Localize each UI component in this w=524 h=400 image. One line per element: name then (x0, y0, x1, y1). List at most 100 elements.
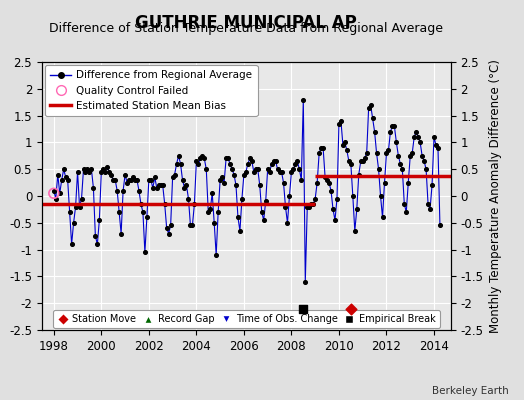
Point (430, 134, 438, 140)
Point (230, 171, 238, 178)
Text: GUTHRIE MUNICIPAL AP: GUTHRIE MUNICIPAL AP (135, 14, 357, 32)
Point (420, 158, 428, 164)
Point (194, 161, 203, 167)
Point (347, 305, 355, 312)
Point (274, 166, 282, 172)
Point (295, 166, 303, 172)
Point (60, 166, 68, 172)
Point (210, 220, 219, 226)
Point (97, 169, 105, 175)
Point (147, 177, 155, 183)
Point (254, 166, 262, 172)
Point (105, 169, 113, 175)
Point (184, 196, 193, 202)
Point (358, 158, 367, 164)
Point (383, 150, 391, 156)
Point (133, 177, 141, 183)
Point (384, 147, 392, 154)
Point (307, 201, 315, 207)
Point (109, 177, 117, 183)
Point (71, 204, 80, 210)
Point (234, 214, 242, 221)
Point (242, 169, 250, 175)
Point (363, 150, 371, 156)
Point (249, 169, 258, 175)
Point (400, 201, 409, 207)
Point (140, 249, 149, 256)
Point (61, 174, 70, 180)
Point (143, 214, 151, 221)
Point (198, 152, 206, 159)
Point (299, 96, 308, 103)
Point (275, 169, 283, 175)
Point (50, 190, 58, 196)
Point (186, 222, 194, 229)
Point (297, 177, 305, 183)
Point (351, 228, 359, 234)
Point (414, 134, 422, 140)
Point (291, 161, 300, 167)
Point (157, 182, 165, 188)
Point (264, 166, 272, 172)
Point (170, 171, 179, 178)
Point (380, 179, 389, 186)
Point (331, 217, 339, 223)
Point (206, 206, 214, 212)
Point (246, 155, 254, 162)
Point (434, 144, 442, 151)
Text: Difference of Station Temperature Data from Regional Average: Difference of Station Temperature Data f… (49, 22, 443, 35)
Point (149, 185, 157, 191)
Point (396, 161, 405, 167)
Point (220, 179, 228, 186)
Point (355, 171, 363, 178)
Point (131, 177, 139, 183)
Point (305, 204, 313, 210)
Point (259, 217, 268, 223)
Point (192, 158, 201, 164)
Point (63, 177, 72, 183)
Point (113, 188, 122, 194)
Point (103, 163, 112, 170)
Point (428, 182, 436, 188)
Point (95, 217, 104, 223)
Point (79, 166, 88, 172)
Point (83, 166, 92, 172)
Point (341, 139, 349, 146)
Point (238, 196, 246, 202)
Point (394, 152, 402, 159)
Point (204, 209, 212, 215)
Point (53, 171, 62, 178)
Point (293, 158, 301, 164)
Point (261, 198, 270, 204)
Point (127, 177, 135, 183)
Point (325, 179, 333, 186)
Point (168, 174, 177, 180)
Point (167, 222, 175, 229)
Point (216, 177, 224, 183)
Point (89, 185, 97, 191)
Point (418, 152, 427, 159)
Point (410, 134, 418, 140)
Point (75, 204, 84, 210)
Point (214, 209, 222, 215)
Point (50, 188, 58, 194)
Point (115, 209, 123, 215)
Point (333, 196, 341, 202)
Point (73, 169, 82, 175)
Point (111, 177, 119, 183)
Point (155, 182, 163, 188)
Point (374, 166, 383, 172)
Point (85, 169, 94, 175)
Point (123, 179, 131, 186)
Point (345, 158, 353, 164)
Point (404, 179, 412, 186)
Point (406, 152, 414, 159)
Point (137, 201, 145, 207)
Point (218, 174, 226, 180)
Point (323, 177, 331, 183)
Point (366, 102, 375, 108)
Point (212, 252, 221, 258)
Point (152, 185, 161, 191)
Point (398, 166, 407, 172)
Point (119, 188, 127, 194)
